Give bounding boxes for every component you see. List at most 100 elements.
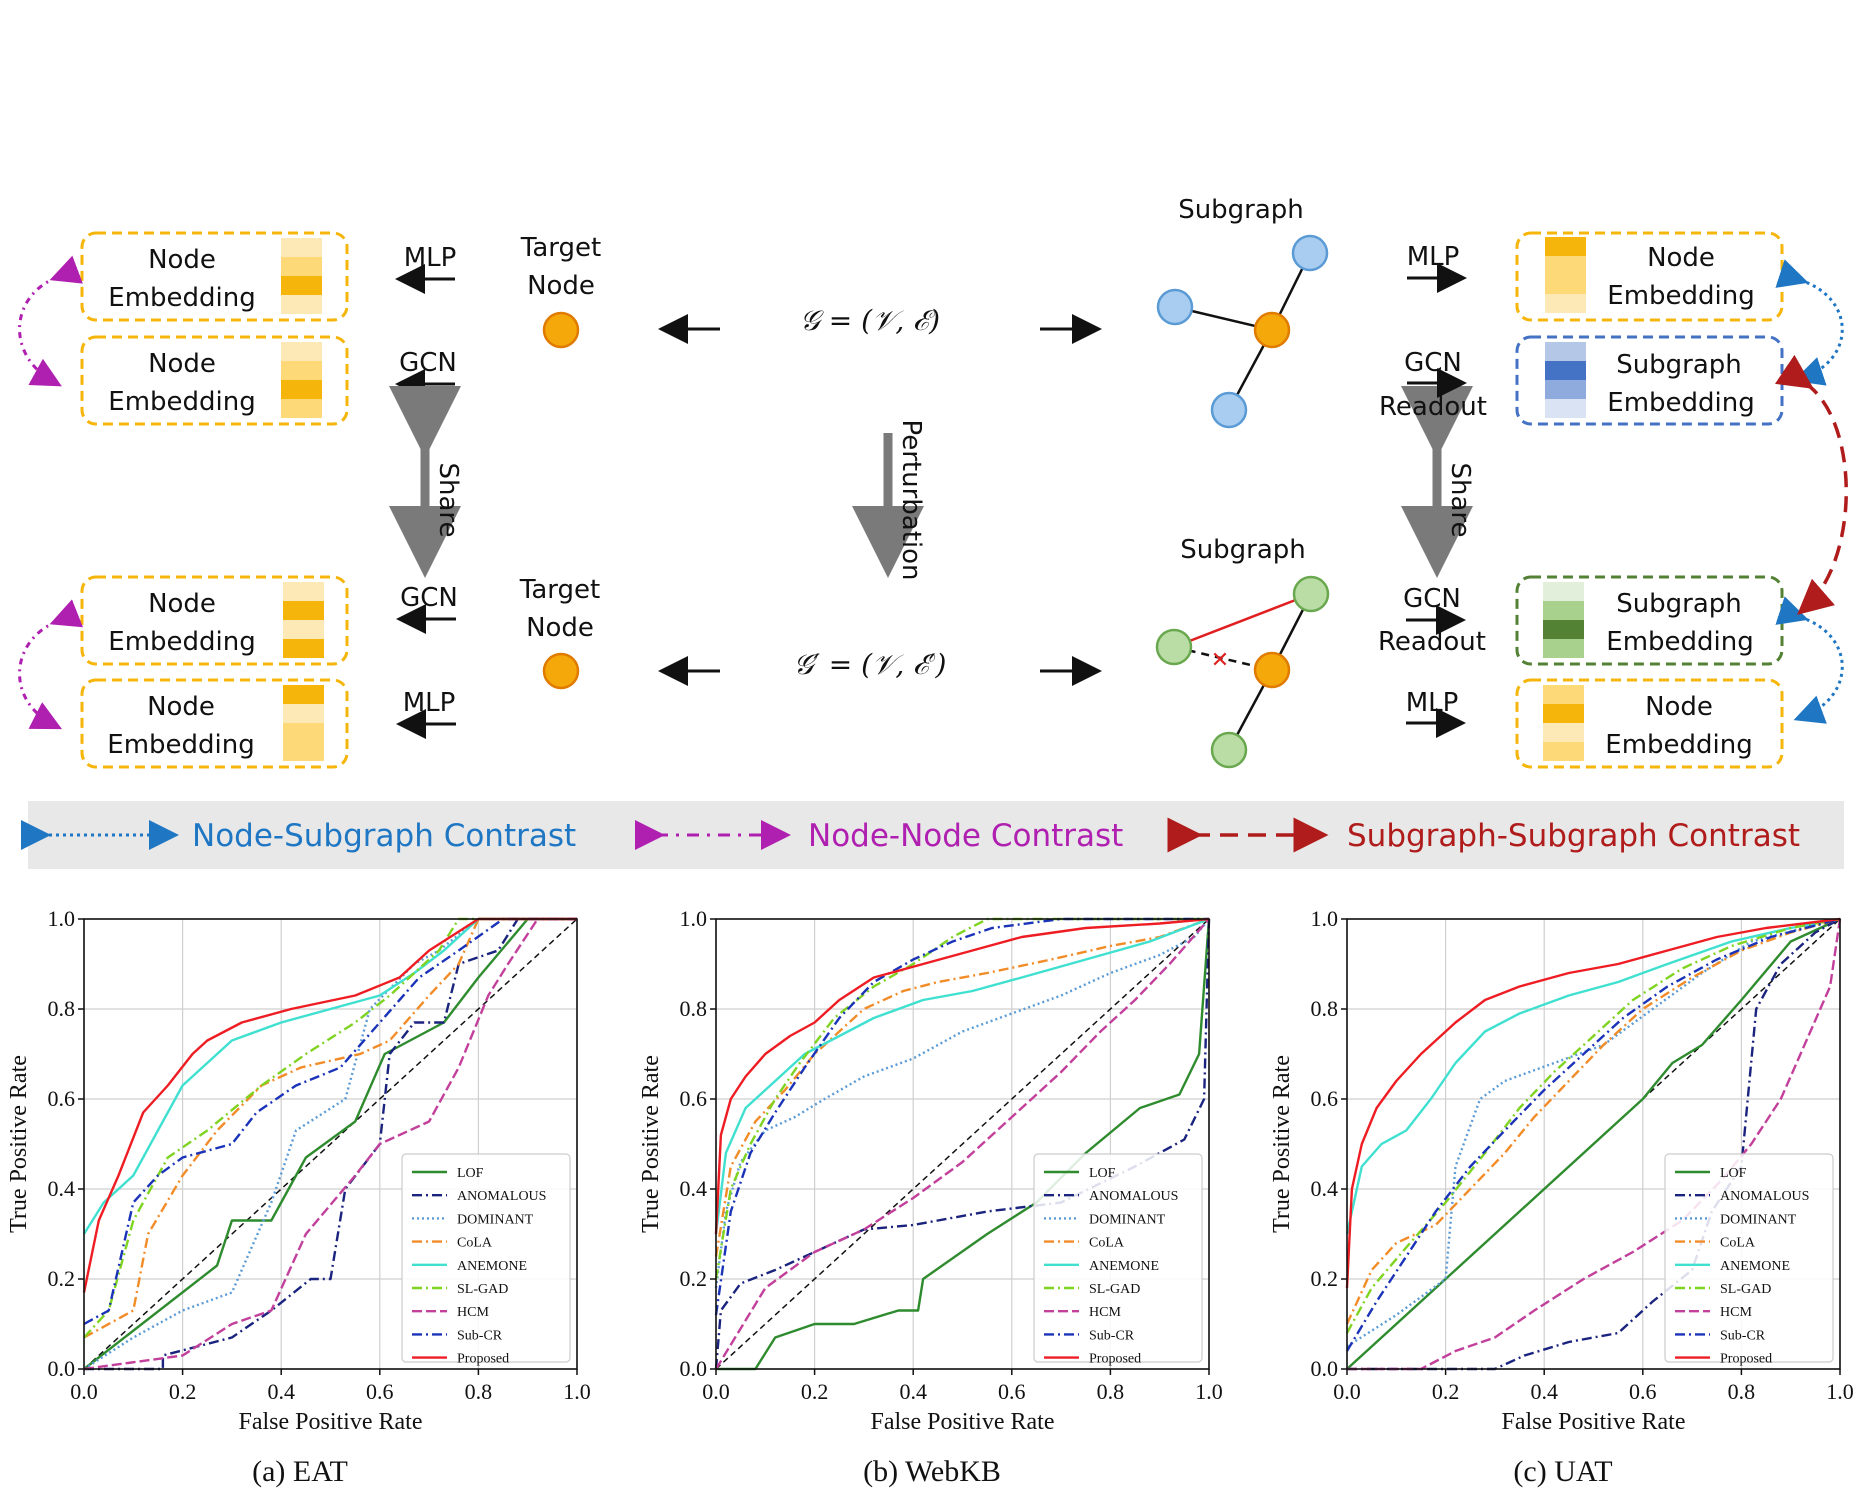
y-tick-label: 0.0 xyxy=(1311,1356,1339,1381)
mlp-label: MLP xyxy=(1406,688,1459,718)
x-tick-label: 0.8 xyxy=(1728,1379,1756,1404)
perturbation-label: Perturbation xyxy=(896,419,926,580)
embedding-label: Embedding xyxy=(108,627,255,657)
series-line-cola xyxy=(714,917,1210,1257)
y-axis-label: True Positive Rate xyxy=(1269,1055,1295,1233)
series-line-sl-gad xyxy=(83,917,577,1339)
series-line-cola xyxy=(1345,917,1841,1325)
chart-caption: (c) UAT xyxy=(1513,1455,1612,1488)
y-tick-label: 1.0 xyxy=(680,906,708,931)
series-line-lof xyxy=(716,918,1211,1371)
plot-frame xyxy=(83,918,578,1370)
x-tick-label: 0.8 xyxy=(465,1379,493,1404)
y-tick-label: 0.0 xyxy=(48,1356,76,1381)
target-node-label: Node xyxy=(527,271,595,301)
series-line-anemone xyxy=(1345,917,1841,1235)
series-line-sub-cr xyxy=(714,917,1209,1316)
right-top-node-embedding: Node Embedding xyxy=(1515,231,1784,322)
right-bottom-node-embedding: Node Embedding xyxy=(1515,678,1784,769)
node-subgraph-contrast-arrow xyxy=(1775,259,1844,386)
x-tick-label: 0.2 xyxy=(801,1379,829,1404)
y-tick-label: 0.0 xyxy=(680,1356,708,1381)
target-node-label: Node xyxy=(526,613,594,643)
target-node xyxy=(542,652,580,690)
y-tick-label: 0.4 xyxy=(680,1176,708,1201)
target-node xyxy=(542,311,580,349)
node-subgraph-contrast-arrow xyxy=(1775,596,1844,724)
embedding-label: Node xyxy=(148,589,216,619)
y-axis-label: True Positive Rate xyxy=(638,1055,664,1233)
legend-label: ANEMONE xyxy=(1089,1259,1159,1274)
y-tick-label: 0.4 xyxy=(48,1176,76,1201)
gcn-label: GCN xyxy=(1403,584,1461,614)
legend-label: CoLA xyxy=(1720,1236,1756,1251)
svg-text:✕: ✕ xyxy=(1211,648,1229,673)
series-line-dominant xyxy=(83,917,577,1371)
embedding-label: Embedding xyxy=(1607,388,1754,418)
embedding-label: Node xyxy=(1647,243,1715,273)
subgraph-top xyxy=(1156,234,1329,429)
x-tick-label: 0.0 xyxy=(70,1379,98,1404)
plot-frame xyxy=(1346,918,1841,1370)
legend-label: HCM xyxy=(1089,1305,1121,1320)
legend-label: ANOMALOUS xyxy=(1089,1189,1178,1204)
embedding-label: Node xyxy=(1645,692,1713,722)
y-tick-label: 0.8 xyxy=(1311,996,1339,1021)
x-tick-label: 0.4 xyxy=(899,1379,927,1404)
series-line-proposed xyxy=(1345,917,1841,1289)
series-line-sub-cr xyxy=(83,917,577,1326)
legend-label: LOF xyxy=(1089,1166,1116,1181)
subgraph-label: Subgraph xyxy=(1178,195,1304,225)
embedding-label: Embedding xyxy=(108,283,255,313)
share-label: Share xyxy=(433,462,463,537)
right-bottom-subgraph-embedding: Subgraph Embedding xyxy=(1515,575,1784,666)
series-line-anemone xyxy=(714,917,1210,1235)
embedding-label: Subgraph xyxy=(1616,589,1742,619)
subgraph-subgraph-contrast-arrow xyxy=(1774,354,1848,615)
embedding-label: Embedding xyxy=(1607,281,1754,311)
series-line-sl-gad xyxy=(714,917,1209,1280)
legend-label: ANOMALOUS xyxy=(457,1189,546,1204)
series-line-proposed xyxy=(714,917,1210,1235)
x-tick-label: 0.8 xyxy=(1097,1379,1125,1404)
series-line-hcm xyxy=(1347,918,1842,1371)
roc-chart-1: 0.0 0.2 0.4 0.6 0.8 1.0 0.0 0.2 0.4 0.6 0.8 1.0 Fals… xyxy=(6,906,591,1488)
node-subgraph-legend-label: Node-Subgraph Contrast xyxy=(192,818,576,854)
x-tick-label: 0.6 xyxy=(998,1379,1026,1404)
legend-label: HCM xyxy=(457,1305,489,1320)
x-tick-label: 0.0 xyxy=(1333,1379,1361,1404)
y-tick-label: 0.2 xyxy=(1311,1266,1339,1291)
node-node-contrast-arrow xyxy=(18,599,84,730)
gcn-label: GCN xyxy=(400,583,458,613)
subgraph-subgraph-legend-label: Subgraph-Subgraph Contrast xyxy=(1347,818,1800,854)
y-tick-label: 0.6 xyxy=(48,1086,76,1111)
embedding-label: Subgraph xyxy=(1616,350,1742,380)
series-line-dominant xyxy=(1346,917,1841,1348)
x-tick-label: 0.0 xyxy=(702,1379,730,1404)
x-tick-label: 0.4 xyxy=(267,1379,295,1404)
mlp-label: MLP xyxy=(1407,242,1460,272)
legend-label: DOMINANT xyxy=(457,1212,534,1227)
chart-caption: (b) WebKB xyxy=(863,1455,1001,1488)
legend-label: Sub-CR xyxy=(1089,1328,1135,1343)
x-tick-label: 0.4 xyxy=(1530,1379,1558,1404)
subgraph-bottom: ✕ xyxy=(1155,575,1330,769)
legend-label: ANEMONE xyxy=(1720,1259,1790,1274)
legend-label: Proposed xyxy=(1720,1352,1772,1367)
y-tick-label: 1.0 xyxy=(1311,906,1339,931)
embedding-label: Embedding xyxy=(1606,627,1753,657)
embedding-label: Node xyxy=(147,692,215,722)
embedding-label: Node xyxy=(148,349,216,379)
legend-label: Proposed xyxy=(457,1352,509,1367)
left-bottom-node-embedding-1: Node Embedding xyxy=(80,575,349,666)
x-axis-label: False Positive Rate xyxy=(239,1409,423,1435)
legend-label: ANEMONE xyxy=(457,1259,527,1274)
y-tick-label: 0.8 xyxy=(48,996,76,1021)
y-tick-label: 0.4 xyxy=(1311,1176,1339,1201)
legend-label: DOMINANT xyxy=(1720,1212,1797,1227)
roc-chart-2: 0.0 0.2 0.4 0.6 0.8 1.0 0.0 0.2 0.4 0.6 0.8 1.0 Fals… xyxy=(638,906,1223,1488)
y-tick-label: 1.0 xyxy=(48,906,76,931)
left-top-node-embedding-2: Node Embedding xyxy=(80,335,349,426)
x-tick-label: 1.0 xyxy=(1826,1379,1854,1404)
